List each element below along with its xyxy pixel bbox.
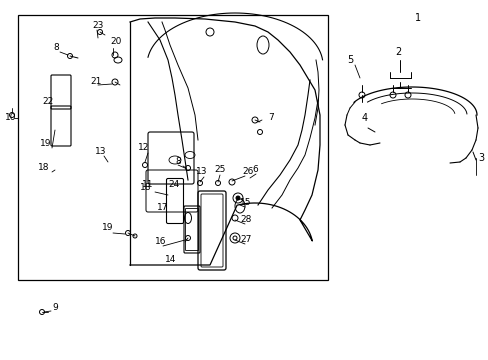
Text: 20: 20 bbox=[110, 37, 121, 46]
Text: 23: 23 bbox=[92, 21, 103, 30]
Text: 28: 28 bbox=[240, 216, 251, 225]
Text: 4: 4 bbox=[361, 113, 367, 123]
Text: 7: 7 bbox=[267, 113, 273, 122]
Text: 22: 22 bbox=[42, 98, 53, 107]
Text: 10: 10 bbox=[5, 113, 17, 122]
Text: 12: 12 bbox=[138, 144, 149, 153]
Circle shape bbox=[236, 196, 240, 200]
Text: 25: 25 bbox=[214, 166, 225, 175]
Text: 9: 9 bbox=[52, 303, 58, 312]
Text: 3: 3 bbox=[477, 153, 483, 163]
Text: 1: 1 bbox=[414, 13, 420, 23]
Text: 6: 6 bbox=[251, 166, 257, 175]
Text: 11: 11 bbox=[142, 180, 153, 189]
Text: 17: 17 bbox=[157, 203, 168, 212]
Text: 5: 5 bbox=[346, 55, 352, 65]
Text: 18: 18 bbox=[38, 163, 49, 172]
Text: 8: 8 bbox=[53, 44, 59, 53]
Text: 18: 18 bbox=[140, 184, 151, 193]
Bar bbox=[18, 15, 327, 280]
Text: 21: 21 bbox=[90, 77, 101, 86]
Text: 27: 27 bbox=[240, 235, 251, 244]
Text: 14: 14 bbox=[164, 256, 176, 265]
Text: 26: 26 bbox=[242, 167, 253, 176]
Text: 15: 15 bbox=[240, 198, 251, 207]
Text: 13: 13 bbox=[196, 167, 207, 176]
Text: 13: 13 bbox=[95, 148, 106, 157]
Text: 19: 19 bbox=[102, 224, 113, 233]
Text: 19: 19 bbox=[40, 139, 51, 148]
Text: 24: 24 bbox=[168, 180, 179, 189]
Text: 2: 2 bbox=[394, 47, 400, 57]
Text: 8: 8 bbox=[175, 157, 181, 166]
Text: 16: 16 bbox=[155, 238, 166, 247]
